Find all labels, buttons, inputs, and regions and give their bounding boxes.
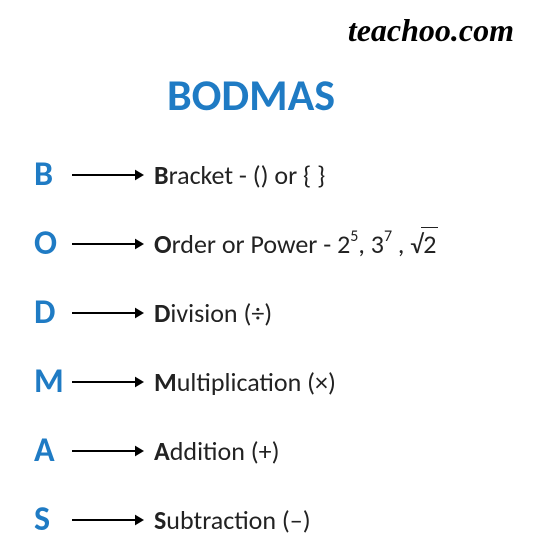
arrow-icon bbox=[72, 510, 154, 530]
page-title: BODMAS bbox=[0, 68, 512, 122]
list-item: M Multiplication (×) bbox=[34, 361, 512, 402]
arrow-icon bbox=[72, 372, 154, 392]
list-item: O Order or Power - 25, 37 , √2 bbox=[34, 223, 512, 264]
acronym-letter: M bbox=[34, 361, 72, 402]
list-item: D Division (÷) bbox=[34, 292, 512, 333]
description-text: Addition (+) bbox=[154, 435, 280, 467]
acronym-letter: D bbox=[34, 292, 72, 333]
acronym-letter: O bbox=[34, 223, 72, 264]
list-item: A Addition (+) bbox=[34, 430, 512, 471]
list-item: B Bracket - () or { } bbox=[34, 154, 512, 195]
arrow-icon bbox=[72, 165, 154, 185]
arrow-icon bbox=[72, 441, 154, 461]
acronym-letter: A bbox=[34, 430, 72, 471]
description-text: Subtraction (–) bbox=[154, 504, 311, 536]
description-text: Division (÷) bbox=[154, 297, 272, 329]
arrow-icon bbox=[72, 234, 154, 254]
acronym-letter: B bbox=[34, 154, 72, 195]
description-text: Bracket - () or { } bbox=[154, 159, 325, 191]
watermark-text: teachoo.com bbox=[348, 12, 514, 49]
list-item: S Subtraction (–) bbox=[34, 499, 512, 540]
description-text: Order or Power - 25, 37 , √2 bbox=[154, 227, 438, 260]
acronym-letter: S bbox=[34, 499, 72, 540]
arrow-icon bbox=[72, 303, 154, 323]
bodmas-list: B Bracket - () or { } O Order or Power - … bbox=[30, 154, 512, 540]
description-text: Multiplication (×) bbox=[154, 366, 336, 398]
